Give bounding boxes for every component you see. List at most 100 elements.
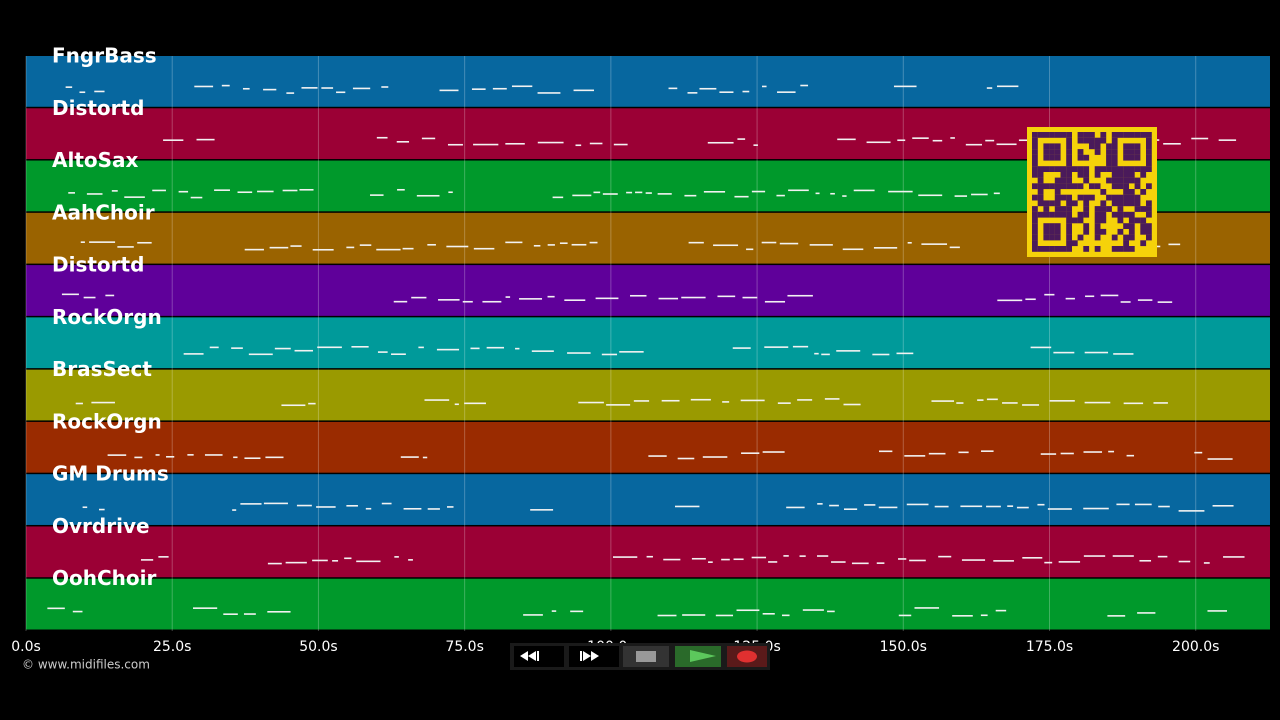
qr-module (1146, 137, 1152, 144)
note (986, 505, 1001, 508)
note (1218, 139, 1237, 141)
note (564, 299, 586, 301)
note (1084, 401, 1111, 404)
note (551, 610, 557, 612)
note (376, 136, 388, 139)
note (996, 143, 1017, 146)
rewind-button[interactable] (514, 646, 564, 667)
qr-module (1089, 137, 1095, 144)
note (918, 194, 943, 197)
note (986, 398, 998, 401)
note (107, 454, 127, 456)
note (737, 138, 746, 140)
note (393, 300, 408, 303)
qr-module (1128, 211, 1135, 218)
qr-module (1054, 132, 1061, 138)
qr-module (1066, 206, 1072, 212)
qr-module (1089, 194, 1095, 201)
qr-module (1049, 166, 1055, 172)
qr-module (1037, 171, 1044, 178)
qr-module (1123, 240, 1129, 247)
stop-button[interactable] (623, 646, 669, 667)
note (777, 91, 796, 93)
note (462, 300, 473, 303)
tick-label: 200.0s (1172, 639, 1219, 655)
qr-module (1094, 223, 1101, 229)
qr-module (1032, 143, 1038, 150)
play-button[interactable] (675, 646, 721, 667)
note (221, 84, 230, 87)
note (83, 296, 96, 299)
qr-module (1083, 177, 1090, 184)
note (817, 503, 823, 505)
qr-module (1128, 217, 1135, 224)
note (1100, 294, 1119, 297)
note (332, 560, 339, 562)
note (94, 90, 105, 93)
note (183, 353, 204, 355)
qr-module (1083, 228, 1090, 235)
qr-module (1117, 132, 1124, 138)
note (567, 352, 591, 354)
note (971, 193, 988, 196)
note (166, 455, 175, 458)
qr-module (1043, 132, 1050, 138)
qr-module (1140, 228, 1147, 235)
qr-module (1128, 189, 1135, 195)
track-label: BrasSect (52, 357, 152, 381)
qr-module (1123, 189, 1129, 195)
note (193, 607, 218, 609)
note (416, 194, 440, 197)
time-grid (25, 56, 1197, 631)
qr-module (1032, 166, 1038, 172)
note (286, 92, 295, 94)
note (787, 294, 813, 297)
note (281, 404, 306, 407)
note (1163, 143, 1181, 145)
note (1207, 610, 1228, 612)
note (645, 192, 652, 194)
note (980, 614, 988, 617)
qr-module (1140, 166, 1147, 172)
play-icon (690, 650, 716, 662)
note (1108, 450, 1115, 453)
qr-module (1123, 143, 1129, 150)
qr-module (1146, 183, 1152, 190)
note (533, 244, 541, 247)
qr-module (1043, 223, 1050, 229)
qr-module (1032, 171, 1038, 178)
note (1112, 555, 1134, 557)
note (1212, 504, 1234, 507)
qr-module (1083, 154, 1090, 161)
note (879, 450, 893, 453)
qr-module (1111, 143, 1118, 150)
note (473, 247, 495, 250)
note (505, 296, 511, 298)
note (626, 191, 633, 194)
note (1113, 353, 1134, 355)
qr-module (1134, 194, 1141, 201)
qr-module (1066, 217, 1072, 224)
note (702, 456, 728, 458)
fast-forward-button[interactable] (569, 646, 619, 667)
track-label: GM Drums (52, 462, 169, 486)
qr-module (1037, 211, 1044, 218)
record-button[interactable] (727, 646, 767, 667)
note (958, 451, 969, 454)
note (1002, 402, 1018, 404)
note (515, 347, 520, 350)
qr-module (1128, 149, 1135, 155)
track-row (26, 265, 1270, 316)
note (547, 244, 555, 246)
qr-module (1117, 183, 1124, 190)
note (400, 456, 419, 458)
note (931, 400, 955, 402)
note (657, 193, 672, 195)
qr-module (1049, 228, 1055, 235)
qr-module (1140, 189, 1147, 195)
qr-module (1134, 166, 1141, 172)
note (492, 87, 507, 90)
note (1157, 301, 1173, 303)
qr-module (1083, 200, 1090, 207)
qr-module (1054, 200, 1061, 207)
